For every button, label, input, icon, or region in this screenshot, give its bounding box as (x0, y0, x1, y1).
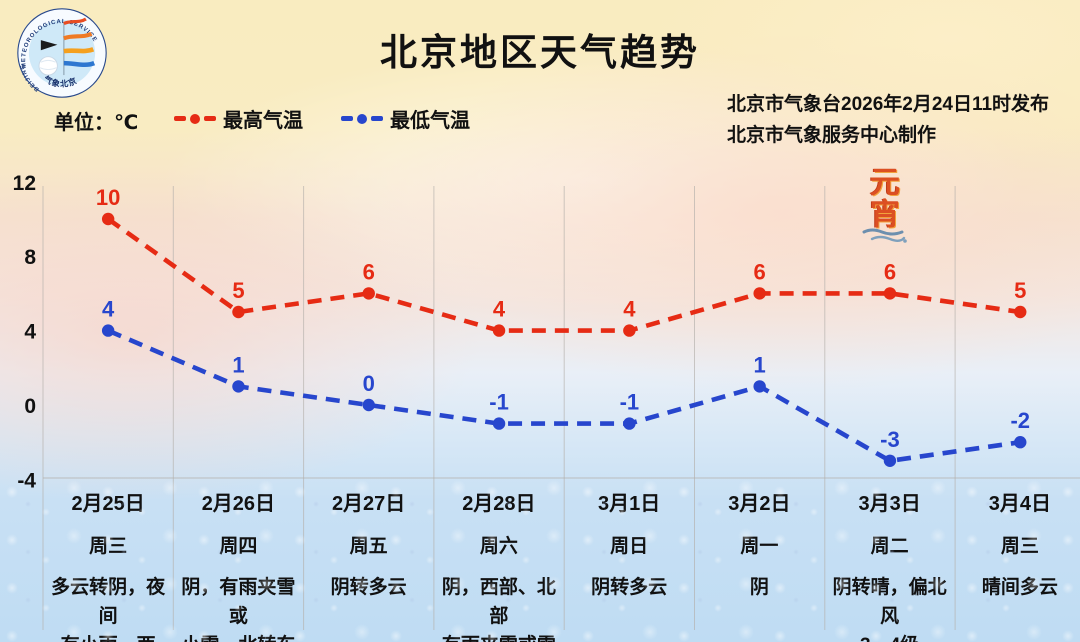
forecast-date: 3月1日 (598, 493, 661, 515)
forecast-column: 3月2日周一阴 (694, 487, 824, 642)
data-point (232, 305, 245, 319)
meteorological-service-logo: METEOROLOGICAL SERVICE BEIJING 气象北京 (17, 8, 107, 98)
data-point-label: 4 (623, 297, 636, 322)
data-point (492, 417, 506, 430)
data-point (362, 398, 375, 412)
forecast-date: 2月26日 (201, 493, 276, 515)
page-title: 北京地区天气趋势 (380, 32, 700, 73)
y-axis-tick-label: 4 (24, 321, 36, 344)
data-point-label: 1 (232, 352, 244, 377)
data-point-label: 6 (754, 259, 766, 284)
logo-weathervane-art (38, 17, 96, 76)
legend-label-high-temp: 最高气温 (223, 110, 303, 132)
series-line-最高气温 (106, 217, 1021, 333)
data-point-label: -1 (620, 390, 640, 415)
forecast-weekday: 周一 (740, 536, 779, 557)
y-axis-tick-label: 12 (13, 172, 36, 195)
data-point-label: 4 (102, 297, 115, 322)
forecast-date: 3月4日 (988, 493, 1051, 515)
forecast-weekday: 周四 (219, 536, 258, 557)
data-point-label: -3 (880, 427, 900, 452)
high-temp-dashed-line-marker (174, 113, 216, 124)
forecast-weekday: 周五 (349, 536, 388, 557)
forecast-weather-text: 阴转多云 (591, 577, 668, 598)
data-point (883, 287, 897, 300)
data-point-label: 10 (96, 185, 120, 210)
data-point (883, 454, 897, 467)
forecast-weekday: 周二 (870, 536, 909, 557)
data-point (1014, 436, 1027, 449)
data-point-label: 1 (754, 352, 766, 377)
forecast-weather-text: 阴转多云 (330, 577, 407, 598)
data-point (101, 324, 115, 337)
data-point (232, 380, 245, 393)
forecast-column: 3月4日周三晴间多云 (955, 487, 1080, 642)
forecast-weather-text: 阴，有雨夹雪或 小雪，北转东风 2、3间4级 (181, 577, 296, 642)
forecast-date: 3月2日 (728, 493, 791, 515)
data-point (623, 417, 636, 430)
issue-line-producer: 北京市气象服务中心制作 (727, 125, 937, 146)
issue-line-authority: 北京市气象台2026年2月24日11时发布 (727, 94, 1050, 115)
festival-wave-icon (862, 228, 907, 243)
data-point-label: 6 (363, 259, 375, 284)
forecast-date: 3月3日 (858, 493, 921, 515)
low-temp-dashed-line-marker (341, 113, 383, 124)
data-point (753, 380, 766, 393)
issue-info: 北京市气象台2026年2月24日11时发布 北京市气象服务中心制作 (727, 89, 1049, 151)
data-point (623, 324, 636, 337)
forecast-column: 2月27日周五阴转多云 (304, 487, 434, 642)
data-point-label: 5 (1014, 278, 1026, 303)
forecast-weekday: 周六 (479, 536, 518, 557)
forecast-weekday: 周三 (89, 536, 128, 557)
legend: 最高气温 最低气温 (174, 104, 470, 133)
legend-item: 最低气温 (341, 104, 470, 133)
unit-label: 单位：℃ (54, 112, 139, 134)
data-point (492, 324, 506, 337)
data-point (362, 287, 375, 300)
forecast-weather-text: 阴，西部、北部 有雨夹雪或雪 (441, 577, 556, 642)
data-point-label: 6 (884, 259, 896, 284)
data-point-label: 5 (232, 278, 244, 303)
data-point (753, 287, 766, 300)
legend-item: 最高气温 (174, 104, 303, 133)
forecast-column: 3月1日周日阴转多云 (564, 487, 694, 642)
forecast-weather-text: 晴间多云 (981, 577, 1058, 598)
forecast-date: 2月25日 (71, 493, 145, 515)
y-axis-tick-label: 0 (24, 395, 36, 418)
data-point (101, 212, 115, 226)
y-axis-tick-label: -4 (17, 469, 36, 492)
forecast-weekday: 周三 (1000, 536, 1039, 557)
data-point-label: 0 (363, 371, 375, 396)
y-axis-tick-label: 8 (24, 246, 36, 269)
forecast-weather-text: 多云转阴，夜间 有小雨，西部、 北部雨夹雪或雪 (51, 577, 166, 642)
data-point-label: 4 (493, 297, 506, 322)
forecast-date: 2月28日 (462, 493, 536, 515)
forecast-weather-text: 阴 (749, 577, 769, 598)
series-line-最低气温 (107, 328, 1021, 464)
forecast-date: 2月27日 (331, 493, 406, 515)
forecast-weekday: 周日 (610, 536, 649, 557)
data-point (1014, 305, 1027, 319)
forecast-weather-text: 阴转晴，偏北风 3、4级 (832, 577, 947, 642)
legend-label-low-temp: 最低气温 (390, 110, 470, 132)
data-point-label: -2 (1010, 408, 1030, 433)
data-point-label: -1 (489, 390, 509, 415)
lantern-festival-calligraphy: 元宵 (865, 166, 898, 230)
